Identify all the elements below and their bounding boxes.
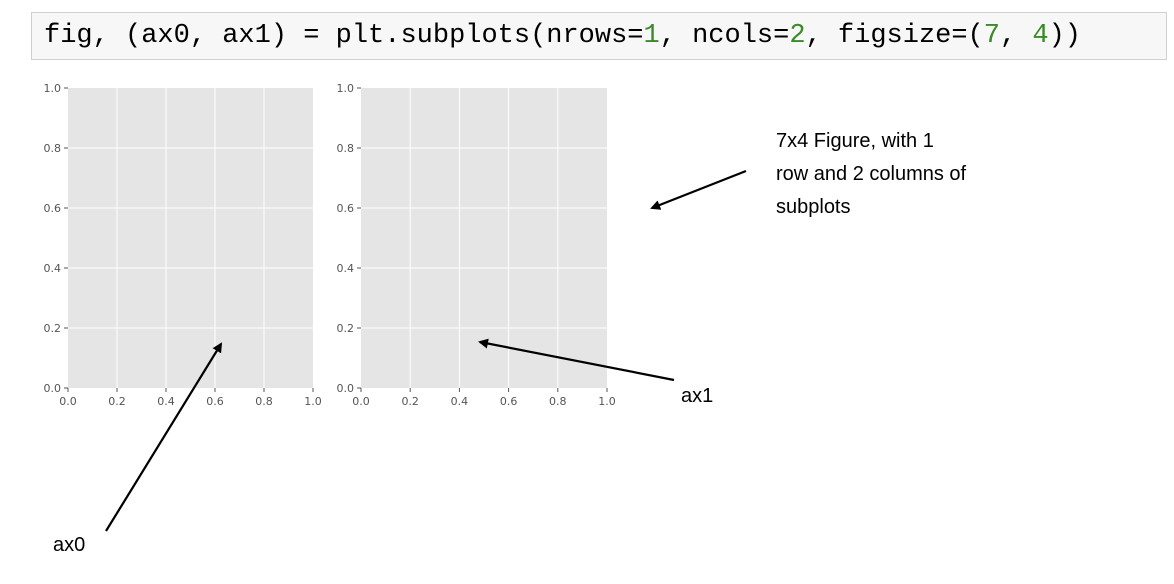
- ax1-y-tick-label: 0.0: [337, 382, 355, 395]
- ax0-axes: 0.0 0.2 0.4 0.6 0.8 1.0 0.0 0.2 0.4 0.6 0.8 1.0: [44, 82, 322, 408]
- ax1-x-tick-label: 0.6: [500, 395, 518, 408]
- ax0-plot-area: [68, 88, 313, 388]
- ax1-x-tick-label: 0.4: [451, 395, 469, 408]
- ax1-label: ax1: [681, 385, 713, 407]
- ax0-y-tick-label: 0.8: [44, 142, 62, 155]
- ax1-y-tick-label: 0.2: [337, 322, 355, 335]
- ax1-x-tick-label: 0.2: [401, 395, 419, 408]
- ax0-y-tick-label: 0.6: [44, 202, 62, 215]
- ax0-arrow: [105, 342, 223, 532]
- ax1-arrow: [478, 338, 675, 382]
- code-cell[interactable]: fig, (ax0, ax1) = plt.subplots(nrows=1, …: [31, 12, 1167, 60]
- ax1-y-tick-label: 1.0: [337, 82, 355, 95]
- ax1-plot-area: [361, 88, 607, 388]
- ax0-x-tick-label: 0.0: [59, 395, 77, 408]
- ax0-x-tick-label: 0.6: [206, 395, 224, 408]
- ax0-y-tick-label: 0.2: [44, 322, 62, 335]
- ax0-x-tick-label: 0.8: [255, 395, 273, 408]
- figure-annotation-line-1: 7x4 Figure, with 1: [776, 130, 934, 152]
- ax1-x-tick-label: 0.8: [549, 395, 567, 408]
- code-text: , figsize=(: [805, 21, 984, 51]
- figure-arrow: [650, 169, 747, 210]
- code-number-literal: 4: [1032, 21, 1049, 51]
- ax1-y-tick-label: 0.6: [337, 202, 355, 215]
- code-text: ,: [999, 21, 1033, 51]
- ax1-x-tick-label: 1.0: [598, 395, 616, 408]
- figure-annotation-line-2: row and 2 columns of: [776, 163, 967, 185]
- ax0-label: ax0: [53, 534, 85, 556]
- ax0-x-tick-label: 1.0: [304, 395, 322, 408]
- ax1-y-tick-label: 0.8: [337, 142, 355, 155]
- ax0-y-tick-label: 1.0: [44, 82, 62, 95]
- ax0-y-tick-label: 0.4: [44, 262, 62, 275]
- code-number-literal: 2: [789, 21, 806, 51]
- code-text: , ncols=: [659, 21, 790, 51]
- ax0-x-tick-label: 0.2: [108, 395, 126, 408]
- ax1-y-tick-label: 0.4: [337, 262, 355, 275]
- code-text: fig, (ax0, ax1) = plt.subplots(nrows=: [44, 21, 644, 51]
- ax0-y-tick-label: 0.0: [44, 382, 62, 395]
- code-text: )): [1048, 21, 1081, 51]
- code-number-literal: 1: [643, 21, 660, 51]
- figure-annotation-line-3: subplots: [776, 196, 851, 218]
- code-number-literal: 7: [983, 21, 1000, 51]
- ax1-axes: 0.0 0.2 0.4 0.6 0.8 1.0 0.0 0.2 0.4 0.6 0.8 1.0: [337, 82, 616, 408]
- ax0-x-tick-label: 0.4: [157, 395, 175, 408]
- ax1-x-tick-label: 0.0: [352, 395, 370, 408]
